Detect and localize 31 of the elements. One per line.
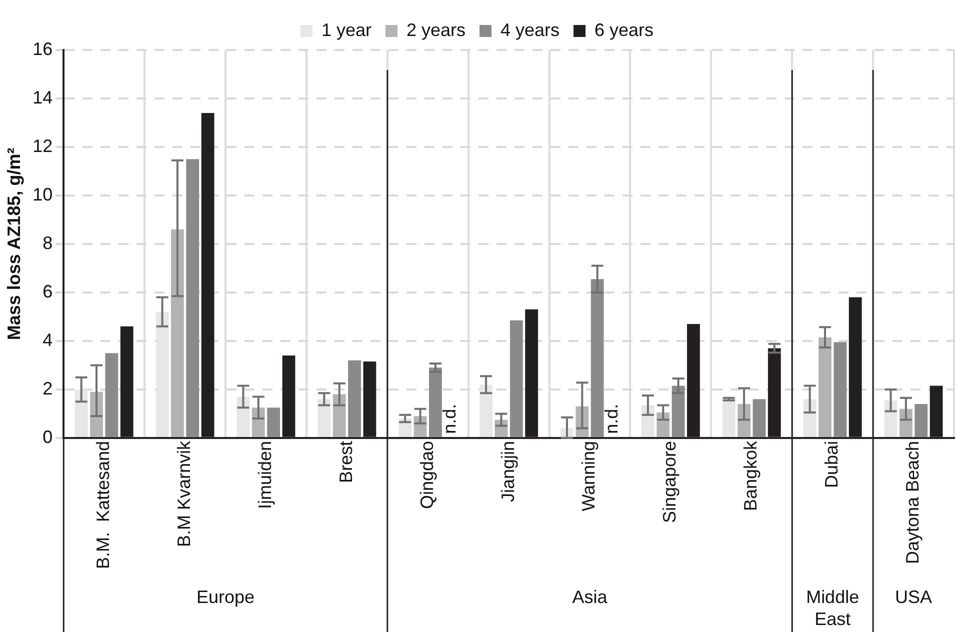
- y-tick-label: 0: [42, 426, 53, 447]
- x-tick-label: Ijmuiden: [254, 440, 275, 509]
- x-tick-label: Singapore: [660, 440, 680, 524]
- x-tick-label: Qingdao: [416, 440, 437, 509]
- y-tick-label: 4: [42, 330, 53, 350]
- y-tick-label: 16: [32, 38, 53, 59]
- text: Asia: [572, 586, 608, 607]
- annotation: n.d.: [601, 404, 622, 434]
- x-tick-label: Jiangjin: [498, 440, 518, 502]
- y-tick-label: 12: [32, 136, 53, 156]
- y-tick-label: 14: [32, 87, 53, 108]
- legend-label: 4 years: [500, 20, 560, 40]
- y-axis-title: Mass loss AZ185, g/m²: [4, 148, 24, 340]
- text: Middle East: [806, 586, 860, 629]
- x-tick-label: Brest: [336, 440, 356, 483]
- x-tick-label: Wanning: [578, 440, 599, 512]
- text: Europe: [196, 586, 255, 607]
- x-tick-label: Bangkok: [740, 440, 761, 511]
- y-tick-label: 6: [42, 281, 53, 302]
- annotation: n.d.: [440, 404, 460, 434]
- legend-label: 2 years: [406, 20, 466, 40]
- y-tick-label: 2: [42, 378, 53, 398]
- y-tick-label: 8: [42, 232, 53, 253]
- legend-label: 6 years: [594, 20, 654, 40]
- x-tick-label: Daytona Beach: [902, 440, 922, 564]
- x-tick-label: B.M. Kattesand: [93, 440, 114, 570]
- x-tick-label: Dubai: [822, 440, 842, 488]
- legend-label: 1 year: [321, 20, 372, 40]
- y-tick-label: 10: [32, 184, 53, 204]
- x-tick-label: B.M Kvarnvik: [174, 440, 194, 547]
- text: USA: [895, 586, 932, 607]
